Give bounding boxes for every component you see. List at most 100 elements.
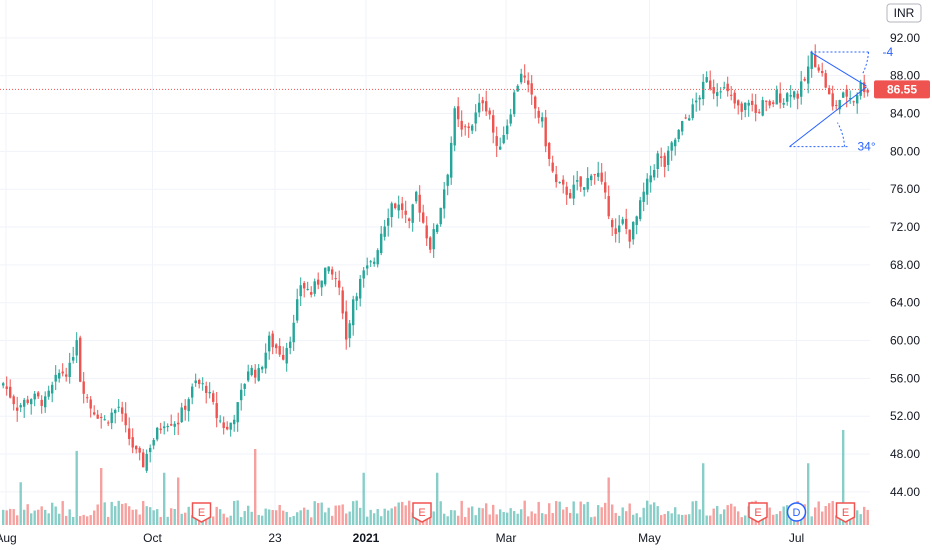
grid-lines xyxy=(0,0,870,525)
volume-bar xyxy=(68,509,71,525)
volume-bar xyxy=(842,430,845,525)
candle-body xyxy=(614,228,617,235)
trendline-lower xyxy=(789,86,867,148)
volume-bar xyxy=(590,517,593,525)
candle xyxy=(698,95,701,111)
volume-bar xyxy=(583,504,586,525)
volume-bar xyxy=(450,510,453,525)
candle xyxy=(369,259,372,268)
time-axis[interactable]: Aug Oct 23 2021 Mar May Jul xyxy=(0,531,804,545)
volume-bar xyxy=(534,513,537,525)
candle xyxy=(443,181,446,219)
candle-body xyxy=(852,101,855,103)
currency-label: INR xyxy=(894,6,915,20)
candle xyxy=(628,229,631,249)
y-tick-label: 64.00 xyxy=(890,296,920,310)
volume-bar xyxy=(355,500,358,525)
candle-body xyxy=(551,162,554,172)
volume-bar xyxy=(30,513,33,525)
volume-bar xyxy=(775,514,778,525)
candle xyxy=(562,175,565,194)
candle xyxy=(19,402,22,413)
volume-bar xyxy=(289,517,292,525)
candle xyxy=(103,415,106,421)
candle-body xyxy=(803,79,806,81)
candle-body xyxy=(548,142,551,160)
candle-body xyxy=(506,125,509,135)
candle xyxy=(100,413,103,429)
candle-body xyxy=(828,88,831,95)
volume-bar xyxy=(268,509,271,525)
volume-bar xyxy=(555,501,558,525)
candle-body xyxy=(30,399,33,405)
candle xyxy=(313,278,316,297)
candle xyxy=(614,218,617,243)
candle-body xyxy=(663,155,666,167)
candle xyxy=(541,112,544,128)
candle-body xyxy=(16,407,19,411)
candle xyxy=(579,176,582,192)
candle-body xyxy=(387,218,390,226)
x-tick-label: 23 xyxy=(268,531,282,545)
candle xyxy=(667,146,670,172)
candle-body xyxy=(698,97,701,100)
candle xyxy=(695,92,698,112)
candle xyxy=(604,171,607,200)
volume-bar xyxy=(481,508,484,525)
angle-arc-upper xyxy=(862,51,869,75)
volume-bar xyxy=(660,515,663,525)
candle xyxy=(572,175,575,206)
earnings-marker: E xyxy=(191,502,212,523)
triangle-drawing[interactable]: 34° -4 xyxy=(789,45,894,154)
volume-bar xyxy=(380,516,383,525)
volume-bar xyxy=(404,505,407,525)
volume-bar xyxy=(705,515,708,525)
candle xyxy=(138,446,141,461)
candle-body xyxy=(436,224,439,232)
candle xyxy=(331,266,334,280)
candle-body xyxy=(229,422,232,430)
volume-bar xyxy=(576,513,579,525)
candle-body xyxy=(579,176,582,187)
candle xyxy=(296,288,299,324)
candle-body xyxy=(495,136,498,146)
volume-bar xyxy=(509,508,512,525)
candle-body xyxy=(604,182,607,193)
volume-bar xyxy=(460,500,463,525)
volume-bar xyxy=(810,516,813,525)
volume-bar xyxy=(261,515,264,525)
y-tick-label: 88.00 xyxy=(890,69,920,83)
volume-bar xyxy=(397,502,400,525)
price-axis[interactable]: 92.00 88.00 84.00 80.00 76.00 72.00 68.00 64.00… xyxy=(890,31,920,499)
volume-bar xyxy=(625,511,628,525)
candle-body xyxy=(124,413,127,426)
candle-body xyxy=(754,104,757,113)
candle xyxy=(215,391,218,428)
candle xyxy=(502,126,505,145)
volume-bar xyxy=(548,503,551,525)
candle-body xyxy=(408,218,411,222)
candle-body xyxy=(520,73,523,83)
candle xyxy=(509,108,512,127)
candle-body xyxy=(89,399,92,409)
candle xyxy=(555,165,558,188)
candle xyxy=(474,104,477,132)
volume-bar xyxy=(135,509,138,525)
candle-body xyxy=(796,93,799,99)
candle xyxy=(775,85,778,105)
candle-body xyxy=(306,288,309,290)
volume-bar xyxy=(446,516,449,525)
candle-body xyxy=(457,106,460,120)
candle xyxy=(229,422,232,437)
candle-body xyxy=(702,81,705,100)
candle-body xyxy=(33,393,36,400)
volume-bar xyxy=(740,517,743,525)
candle xyxy=(208,382,211,399)
y-tick-label: 60.00 xyxy=(890,334,920,348)
candle-body xyxy=(65,374,68,377)
x-tick-label: Aug xyxy=(0,531,17,545)
currency-badge[interactable]: INR xyxy=(886,3,922,23)
candle xyxy=(47,385,50,400)
